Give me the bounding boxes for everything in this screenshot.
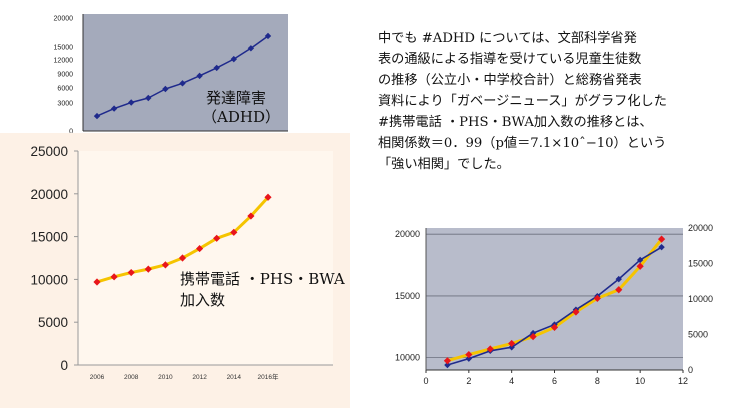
adhd-data-point <box>145 94 152 102</box>
mobile-chart: 0 5000 10000 15000 20000 25000 2006 2008 2010 20… <box>0 133 350 408</box>
adhd-y-tick-label: 3000 <box>57 101 73 108</box>
overlay-left-tick-label: 15000 <box>395 291 420 301</box>
overlay-x-tick-label: 10 <box>635 376 645 386</box>
overlay-mobile-point <box>636 262 644 270</box>
description-line: 中でも #ADHD については、文部科学省発 <box>378 31 637 46</box>
mobile-plot-area <box>78 151 333 365</box>
overlay-right-tick-label: 15000 <box>688 259 713 269</box>
overlay-x-tick-label: 0 <box>423 376 428 386</box>
mobile-label-line-2: 加入数 <box>180 291 225 309</box>
adhd-label-line-2: （ADHD） <box>202 108 280 126</box>
overlay-mobile-point <box>615 286 623 294</box>
adhd-data-point <box>93 112 101 120</box>
adhd-y-tick-label: 20000 <box>54 16 74 23</box>
adhd-data-point <box>213 64 220 72</box>
mobile-y-tick-label: 5000 <box>38 315 68 330</box>
overlay-left-tick-label: 20000 <box>395 229 420 239</box>
overlay-mobile-point <box>486 345 494 353</box>
overlay-x-tick-label: 12 <box>678 376 688 386</box>
description-line: 資料により「ガベージニュース」がグラフ化した <box>378 94 667 109</box>
mobile-y-tick-label: 10000 <box>30 272 68 287</box>
description-line: 相関係数＝0．99（p値＝7.1×10ˆ−10）という <box>378 136 667 151</box>
description-line: #携帯電話 ・PHS・BWA加入数の推移とは、 <box>378 115 653 130</box>
description-line: 「強い相関」でした。 <box>378 157 510 172</box>
adhd-data-point <box>264 32 272 40</box>
adhd-data-point <box>162 85 169 93</box>
mobile-x-tick-label: 2008 <box>124 374 139 381</box>
mobile-y-tick-label: 0 <box>60 358 68 373</box>
overlay-plot-area <box>426 228 683 370</box>
description-line: 表の通級による指導を受けている児童生徒数 <box>378 52 642 67</box>
overlay-mobile-point <box>443 357 452 365</box>
overlay-x-tick-label: 4 <box>509 376 514 386</box>
overlay-left-tick-label: 10000 <box>395 353 420 363</box>
adhd-chart: 0 3000 6000 9000 12000 15000 20000 発達障害 （ADHD） <box>54 14 288 136</box>
mobile-x-tick-label: 2006 <box>90 374 105 381</box>
mobile-data-point <box>247 212 255 220</box>
overlay-right-tick-label: 0 <box>688 365 693 375</box>
adhd-y-tick-label: 6000 <box>57 86 73 93</box>
adhd-label-line-1: 発達障害 <box>206 89 266 107</box>
mobile-label-line-1: 携帯電話 ・PHS・BWA <box>180 270 345 288</box>
mobile-y-tick-label: 15000 <box>30 230 68 245</box>
overlay-x-tick-label: 8 <box>595 376 600 386</box>
mobile-y-tick-label: 25000 <box>30 144 68 159</box>
adhd-y-tick-label: 0 <box>69 129 73 136</box>
adhd-data-point <box>110 105 118 112</box>
adhd-y-tick-label: 15000 <box>54 45 74 52</box>
overlay-adhd-point <box>615 275 622 283</box>
overlay-right-tick-label: 20000 <box>688 223 713 233</box>
mobile-data-point <box>264 193 272 201</box>
mobile-data-point <box>230 228 238 236</box>
overlay-x-tick-label: 2 <box>466 376 471 386</box>
adhd-data-point <box>196 72 203 80</box>
mobile-x-tick-label: 2012 <box>192 374 207 381</box>
overlay-adhd-point <box>465 355 473 362</box>
mobile-data-point <box>127 268 135 277</box>
adhd-data-point <box>230 55 237 63</box>
overlay-right-tick-label: 5000 <box>688 330 708 340</box>
overlay-chart: 10000 15000 20000 0 5000 10000 15000 20000 0 2 4… <box>395 223 713 386</box>
adhd-y-tick-label: 9000 <box>57 72 73 79</box>
adhd-data-point <box>179 80 186 87</box>
description-text: 中でも #ADHD については、文部科学省発 表の通級による指導を受けている児童… <box>378 28 743 175</box>
overlay-adhd-point <box>508 344 515 351</box>
overlay-mobile-point <box>657 235 666 243</box>
overlay-x-tick-label: 6 <box>552 376 557 386</box>
adhd-data-point <box>247 45 255 52</box>
adhd-plot-area <box>83 14 288 131</box>
mobile-data-point <box>144 265 152 273</box>
description-line: の推移（公立小・中学校合計）と総務省発表 <box>378 73 642 88</box>
mobile-x-tick-label: 2010 <box>158 374 173 381</box>
mobile-data-point <box>213 234 221 242</box>
mobile-x-tick-label: 2014 <box>227 374 242 381</box>
adhd-y-tick-label: 12000 <box>54 58 74 65</box>
mobile-data-point <box>178 254 187 262</box>
mobile-x-tick-label: 2016年 <box>258 372 279 381</box>
adhd-data-point <box>128 99 135 106</box>
mobile-y-tick-label: 20000 <box>30 187 68 202</box>
overlay-right-tick-label: 10000 <box>688 294 713 304</box>
